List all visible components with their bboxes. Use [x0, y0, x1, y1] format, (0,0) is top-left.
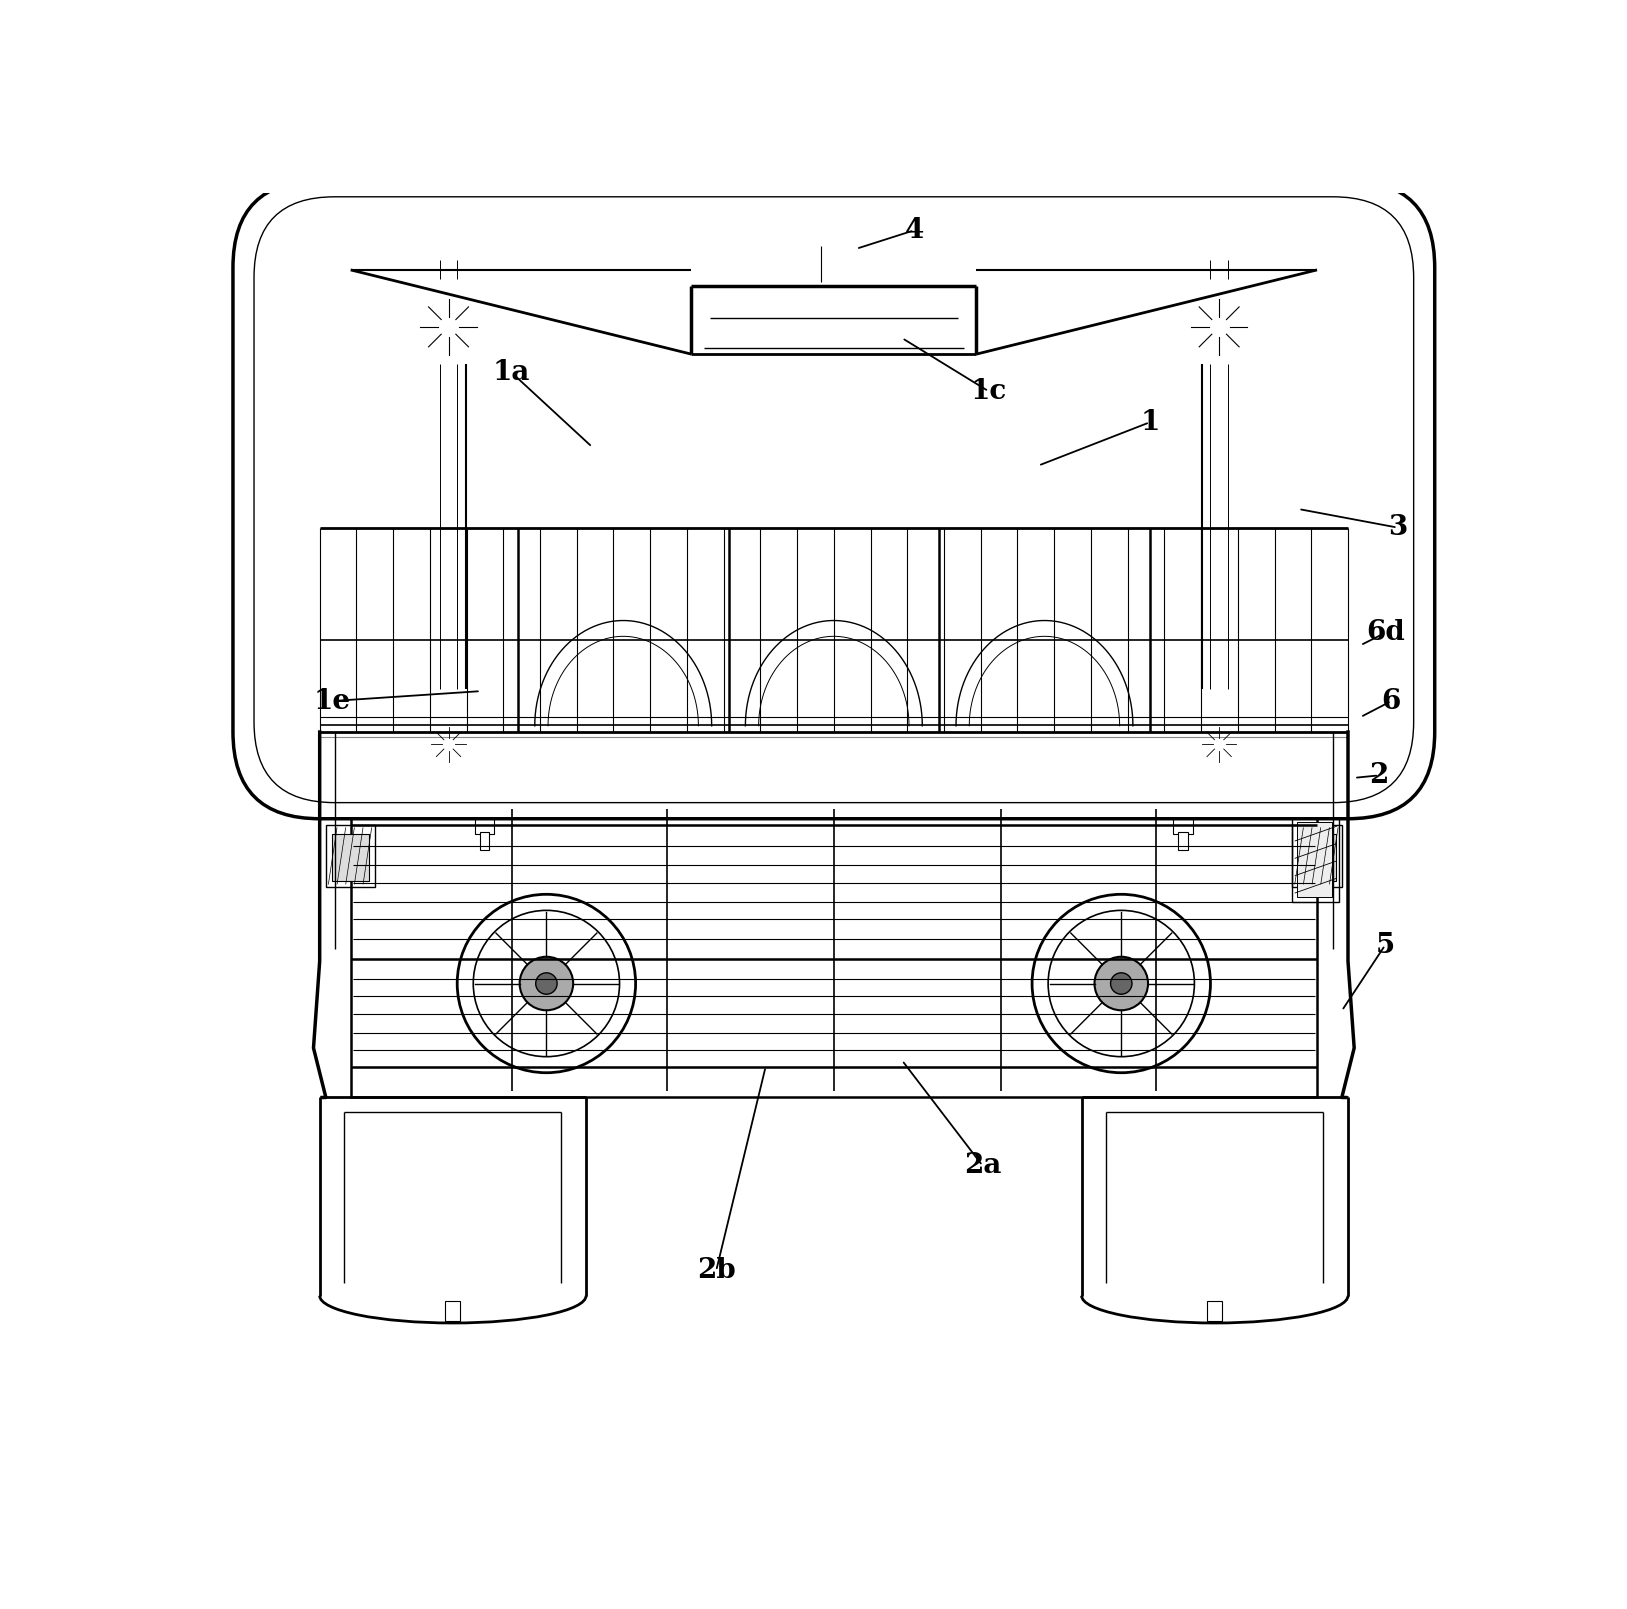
Bar [434, 261, 462, 282]
Text: 1: 1 [1141, 409, 1160, 436]
Bar [522, 428, 656, 541]
Text: 3: 3 [1388, 515, 1407, 541]
Circle shape [1201, 727, 1237, 763]
Text: 5: 5 [1375, 932, 1394, 959]
Circle shape [1171, 280, 1266, 373]
Text: 2: 2 [1370, 763, 1389, 788]
Text: 1c: 1c [971, 378, 1007, 405]
Bar [1178, 832, 1188, 850]
Bar [1173, 803, 1193, 833]
Circle shape [420, 298, 478, 356]
Circle shape [443, 739, 456, 751]
Bar [1017, 428, 1150, 541]
Text: 6d: 6d [1365, 619, 1404, 647]
Circle shape [1212, 739, 1225, 751]
Bar [823, 698, 844, 726]
Circle shape [431, 727, 467, 763]
Bar [709, 294, 958, 341]
Bar [439, 774, 459, 787]
Circle shape [1032, 895, 1210, 1073]
FancyBboxPatch shape [233, 180, 1435, 819]
Circle shape [1209, 317, 1230, 338]
Bar [434, 364, 462, 689]
Text: 1a: 1a [493, 359, 530, 386]
Circle shape [1111, 973, 1132, 994]
Circle shape [457, 895, 636, 1073]
Circle shape [1095, 957, 1149, 1010]
Bar [1207, 1300, 1222, 1321]
Text: 2a: 2a [963, 1152, 1001, 1179]
Text: 1e: 1e [314, 687, 351, 714]
Bar [332, 833, 369, 880]
Bar [812, 230, 856, 243]
Circle shape [1189, 298, 1248, 356]
Bar [319, 732, 1349, 803]
Bar [1292, 825, 1342, 887]
Circle shape [1048, 911, 1194, 1057]
Bar [1292, 813, 1339, 901]
Bar [325, 825, 376, 887]
Bar [1209, 774, 1228, 787]
Circle shape [535, 973, 556, 994]
Bar [1206, 261, 1233, 282]
Bar [475, 803, 495, 833]
Bar [770, 428, 903, 541]
Circle shape [438, 317, 459, 338]
Bar [351, 803, 1316, 1097]
Bar [1298, 833, 1336, 880]
Text: 4: 4 [905, 217, 924, 243]
Circle shape [402, 280, 496, 373]
Circle shape [1189, 714, 1250, 774]
Bar [480, 832, 490, 850]
Bar [1297, 822, 1333, 896]
Circle shape [473, 911, 620, 1057]
Bar [1206, 364, 1233, 689]
Text: 2b: 2b [696, 1258, 735, 1284]
Bar [817, 243, 851, 286]
Text: 6: 6 [1381, 687, 1401, 714]
Circle shape [418, 714, 478, 774]
Bar [446, 1300, 460, 1321]
Circle shape [519, 957, 573, 1010]
